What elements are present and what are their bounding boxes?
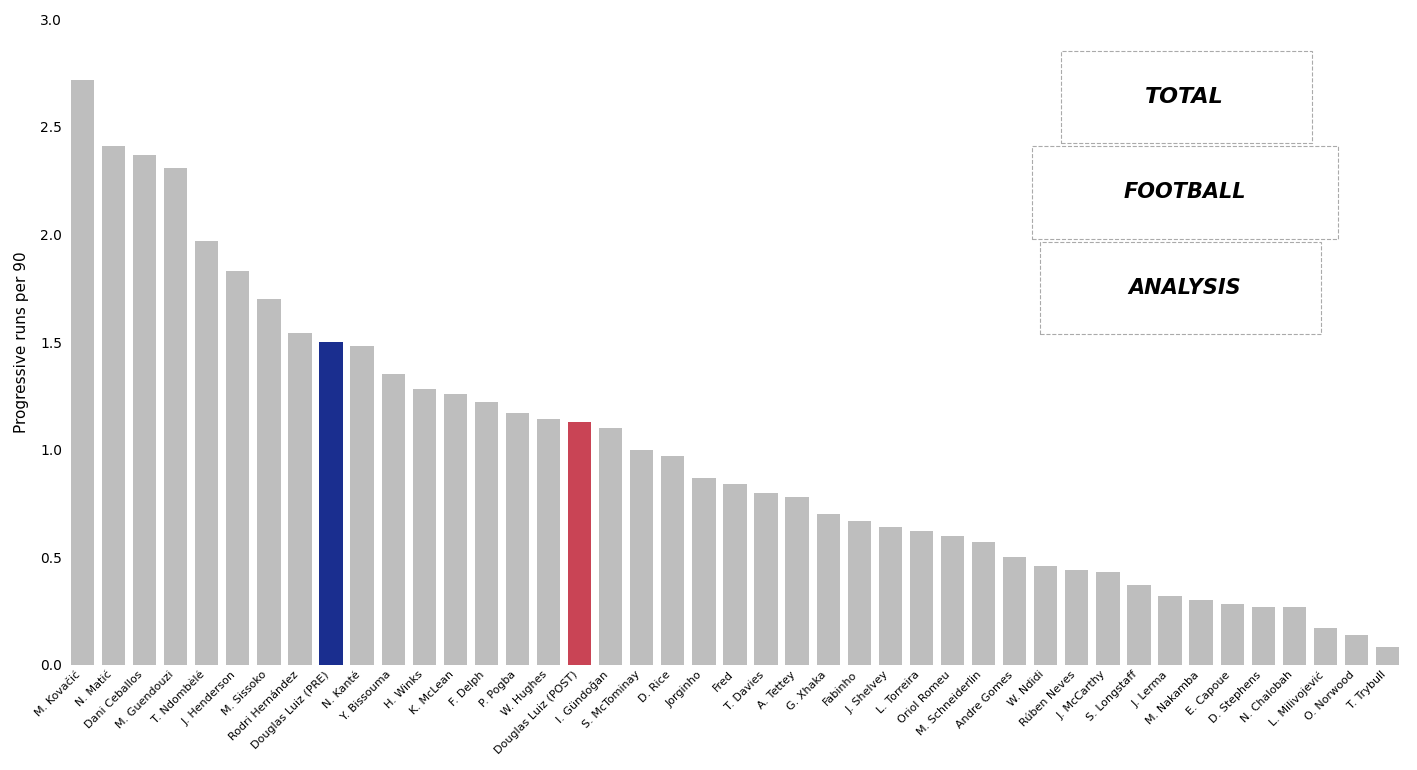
Bar (537, 420, 560, 665)
FancyBboxPatch shape (1061, 51, 1312, 143)
Bar (1376, 648, 1399, 665)
Bar (1282, 607, 1306, 665)
Bar (412, 390, 436, 665)
Bar (879, 527, 903, 665)
Y-axis label: Progressive runs per 90: Progressive runs per 90 (14, 251, 28, 433)
FancyBboxPatch shape (1040, 242, 1321, 334)
Bar (133, 155, 156, 665)
Bar (1158, 596, 1182, 665)
Text: TOTAL: TOTAL (1145, 87, 1224, 107)
Bar (941, 536, 964, 665)
Bar (568, 422, 591, 665)
Bar (1066, 570, 1088, 665)
Bar (599, 428, 622, 665)
Bar (350, 346, 374, 665)
Bar (1345, 634, 1369, 665)
Bar (693, 477, 716, 665)
Bar (102, 146, 125, 665)
Bar (475, 402, 497, 665)
FancyBboxPatch shape (1032, 146, 1338, 239)
Bar (1251, 607, 1275, 665)
Bar (444, 393, 468, 665)
Bar (847, 521, 871, 665)
Bar (1034, 566, 1057, 665)
Bar (1189, 600, 1213, 665)
Bar (71, 79, 94, 665)
Bar (1128, 585, 1151, 665)
Bar (754, 493, 778, 665)
Bar (816, 514, 840, 665)
Bar (196, 241, 218, 665)
Bar (381, 374, 405, 665)
Bar (662, 456, 684, 665)
Bar (723, 484, 747, 665)
Bar (631, 450, 653, 665)
Bar (972, 542, 995, 665)
Bar (506, 413, 529, 665)
Bar (910, 531, 932, 665)
Bar (319, 342, 343, 665)
Bar (258, 299, 281, 665)
Bar (1003, 557, 1026, 665)
Text: ANALYSIS: ANALYSIS (1128, 278, 1241, 298)
Bar (288, 333, 312, 665)
Bar (1314, 628, 1338, 665)
Bar (785, 497, 809, 665)
Bar (1220, 604, 1244, 665)
Bar (1097, 572, 1119, 665)
Text: FOOTBALL: FOOTBALL (1124, 182, 1246, 203)
Bar (164, 168, 187, 665)
Bar (227, 271, 249, 665)
